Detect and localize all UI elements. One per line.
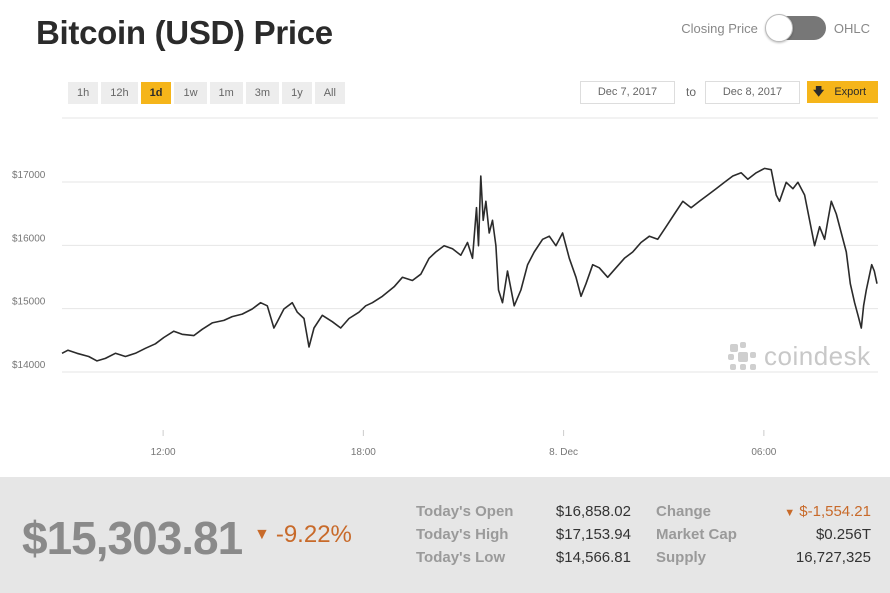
x-tick-label: 18:00	[351, 447, 376, 458]
today-low-label: Today's Low	[416, 549, 506, 566]
change-label: Change	[656, 503, 712, 520]
x-tick-label: 8. Dec	[549, 447, 578, 458]
time-range-selector: 1h 12h 1d 1w 1m 3m 1y All	[68, 82, 345, 104]
change-down-triangle-icon: ▼	[784, 507, 796, 519]
market-cap-value: $0.256T	[815, 526, 871, 543]
change-amount: $-1,554.21	[799, 503, 871, 520]
today-high-label: Today's High	[416, 526, 509, 543]
price-chart: $14000 $15000 $16000 $17000 12:00 18:00 8. De…	[12, 117, 878, 458]
coindesk-logo-icon	[728, 341, 756, 370]
range-button-1m[interactable]: 1m	[209, 82, 243, 104]
today-high-value: $17,153.94	[555, 526, 631, 543]
range-button-1w[interactable]: 1w	[174, 82, 207, 104]
change-percent: ▼ -9.22%	[254, 521, 352, 549]
change-value: ▼ $-1,554.21	[760, 503, 871, 520]
y-tick-label: $14000	[12, 360, 46, 371]
supply-label: Supply	[656, 549, 707, 566]
today-open-value: $16,858.02	[555, 503, 631, 520]
chart-grid	[62, 181, 878, 373]
y-axis-labels: $14000 $15000 $16000 $17000	[12, 170, 46, 371]
toggle-knob[interactable]	[764, 14, 793, 42]
coindesk-watermark: coindesk	[728, 341, 871, 372]
closing-price-label: Closing Price	[681, 20, 758, 36]
y-tick-label: $17000	[12, 170, 46, 181]
price-mode-toggle-group: Closing Price OHLC	[681, 14, 870, 42]
price-summary-footer: $15,303.81 ▼ -9.22% Today's Open $16,858…	[0, 477, 890, 593]
range-button-all[interactable]: All	[314, 82, 345, 104]
export-button[interactable]: 🡇 Export	[807, 81, 878, 103]
price-mode-toggle[interactable]	[764, 14, 826, 42]
change-percent-value: -9.22%	[275, 521, 352, 548]
date-to-label: to	[686, 85, 697, 99]
download-arrow-icon: 🡇	[813, 85, 825, 98]
range-button-1d[interactable]: 1d	[140, 82, 172, 104]
export-label: Export	[834, 86, 867, 98]
x-tick-label: 06:00	[751, 447, 776, 458]
y-tick-label: $16000	[12, 233, 46, 244]
today-low-value: $14,566.81	[555, 549, 631, 566]
price-line	[61, 167, 878, 362]
page-title: Bitcoin (USD) Price	[36, 14, 333, 51]
ohlc-label: OHLC	[833, 20, 870, 36]
supply-value: 16,727,325	[795, 549, 871, 566]
x-axis-ticks: 12:00 18:00 8. Dec 06:00	[151, 430, 777, 458]
range-button-1y[interactable]: 1y	[282, 82, 312, 104]
date-to-input[interactable]: Dec 8, 2017	[705, 81, 800, 104]
date-from-input[interactable]: Dec 7, 2017	[580, 81, 675, 104]
range-button-1h[interactable]: 1h	[68, 82, 99, 104]
current-price: $15,303.81	[22, 512, 243, 564]
coindesk-wordmark: coindesk	[764, 341, 871, 371]
today-open-label: Today's Open	[416, 503, 514, 520]
range-button-12h[interactable]: 12h	[101, 82, 138, 104]
x-tick-label: 12:00	[151, 447, 176, 458]
market-cap-label: Market Cap	[656, 526, 737, 543]
triangle-down-icon: ▼	[254, 526, 270, 543]
y-tick-label: $15000	[12, 297, 46, 308]
range-button-3m[interactable]: 3m	[245, 82, 280, 104]
